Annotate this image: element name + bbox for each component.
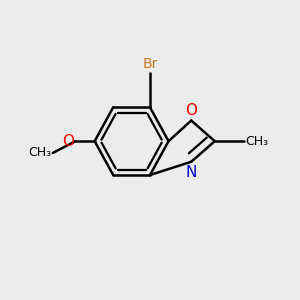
Text: CH₃: CH₃ — [246, 135, 269, 148]
Text: O: O — [62, 134, 74, 149]
Text: O: O — [185, 103, 197, 118]
Text: Br: Br — [142, 57, 158, 71]
Text: CH₃: CH₃ — [28, 146, 51, 159]
Text: N: N — [185, 165, 197, 180]
